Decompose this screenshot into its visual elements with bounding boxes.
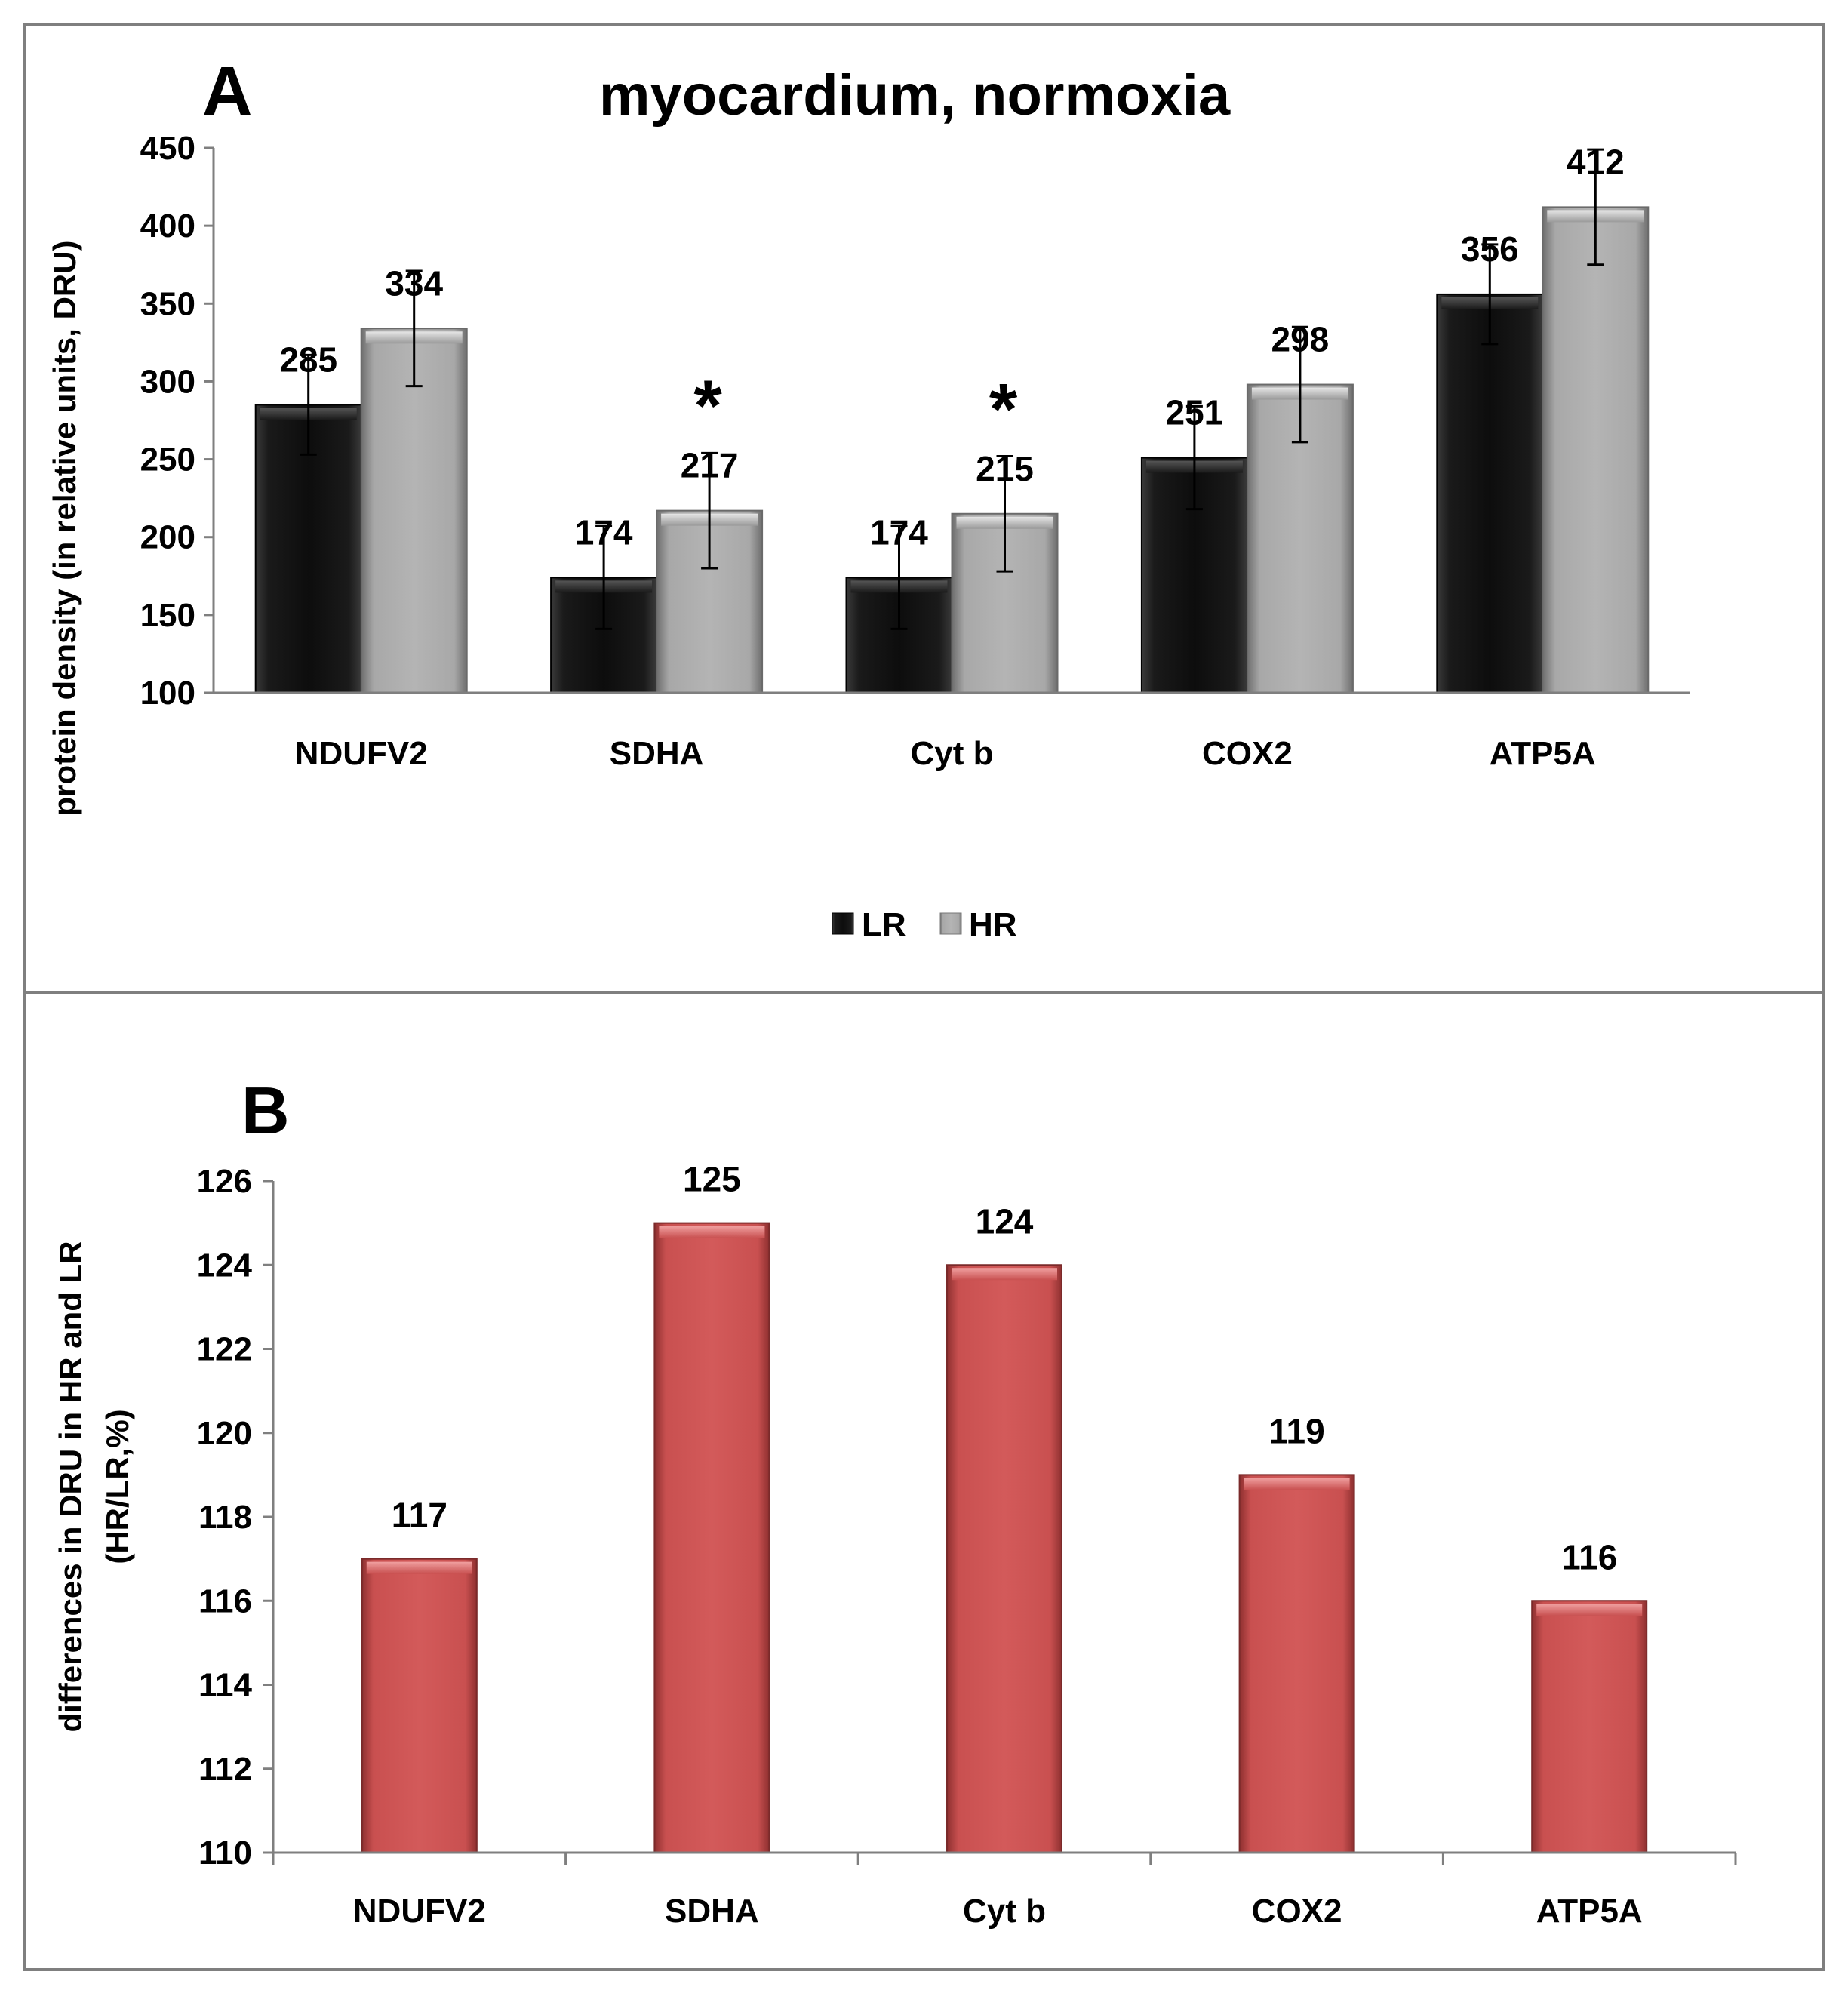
data-label: 215 (976, 449, 1034, 488)
data-label: 217 (681, 446, 739, 485)
panel-b-axes: NDUFV2 SDHA Cyt b COX2 ATP5A (272, 1181, 1737, 1930)
data-label: 124 (976, 1201, 1034, 1241)
x-tick-label: COX2 (1252, 1893, 1342, 1930)
x-tick-label: SDHA (665, 1893, 759, 1930)
bar-ratio-atp5a (1531, 1600, 1648, 1853)
y-tick-label: 120 (197, 1415, 252, 1452)
bar-hr-atp5a (1542, 206, 1650, 694)
bar-ratio-cox2 (1238, 1474, 1355, 1853)
bar-ratio-cyt-b-highlight (952, 1268, 1057, 1281)
data-label: 125 (683, 1160, 741, 1199)
panel-b-y-axis-label-line2: (HR/LR,%) (100, 1409, 135, 1564)
y-tick-label: 122 (197, 1331, 252, 1368)
data-label: 116 (1561, 1537, 1617, 1576)
panel-b-frame (23, 991, 1825, 1971)
panel-a-y-axis-label: protein density (in relative units, DRU) (47, 240, 82, 816)
data-label: 251 (1166, 393, 1224, 432)
y-tick-label: 100 (140, 675, 195, 712)
panel-b-letter: B (241, 1073, 290, 1148)
x-tick-label: SDHA (610, 735, 704, 772)
bar-ratio-sdha (653, 1222, 770, 1853)
x-tick-label: Cyt b (911, 735, 994, 772)
y-tick-label: 250 (140, 441, 195, 478)
panel-a-title: myocardium, normoxia (599, 63, 1231, 128)
legend-swatch-lr (832, 912, 854, 935)
bar-ratio-atp5a-highlight (1536, 1604, 1643, 1616)
data-label: 334 (385, 263, 443, 303)
x-tick-label: NDUFV2 (295, 735, 428, 772)
panel-a-y-ticks: 100 150 200 250 300 350 400 450 (140, 130, 214, 712)
y-tick-label: 114 (198, 1667, 253, 1704)
legend-label-hr: HR (969, 906, 1017, 943)
significance-marker: * (693, 366, 722, 447)
y-tick-label: 118 (198, 1499, 252, 1536)
data-label: 117 (392, 1496, 447, 1535)
bar-ratio-ndufv2-highlight (366, 1561, 472, 1574)
bar-hr-ndufv2 (360, 328, 468, 694)
y-tick-label: 200 (140, 519, 195, 556)
y-tick-label: 124 (197, 1247, 253, 1284)
y-tick-label: 110 (198, 1835, 252, 1872)
data-label: 412 (1567, 142, 1625, 181)
bar-ratio-ndufv2 (361, 1558, 478, 1853)
x-tick-label: ATP5A (1490, 735, 1596, 772)
bar-lr-atp5a (1436, 293, 1544, 694)
data-label: 119 (1268, 1411, 1324, 1450)
y-tick-label: 126 (197, 1163, 252, 1200)
y-tick-label: 116 (198, 1582, 252, 1619)
panel-b-y-ticks: 110 112 114 116 118 120 122 124 126 (197, 1163, 273, 1872)
y-tick-label: 112 (198, 1751, 252, 1788)
data-label: 174 (870, 512, 928, 552)
y-tick-label: 300 (140, 363, 195, 400)
x-tick-label: Cyt b (963, 1893, 1046, 1930)
panel-a-axes: NDUFV2 SDHA Cyt b COX2 ATP5A (212, 148, 1690, 772)
panel-a-legend: LR HR (832, 906, 1017, 943)
data-label: 356 (1461, 229, 1519, 269)
legend-label-lr: LR (862, 906, 906, 943)
bar-ratio-cox2-highlight (1244, 1478, 1350, 1490)
y-tick-label: 450 (140, 130, 195, 167)
data-label: 298 (1271, 320, 1330, 359)
data-label: 285 (279, 340, 337, 379)
panel-b-y-axis-label-line1: differences in DRU in HR and LR (53, 1241, 88, 1732)
panel-a-bars: 285 334 174 217 174 215 251 298 356 412 * * (254, 142, 1650, 694)
legend-swatch-hr (939, 912, 962, 935)
significance-marker: * (989, 369, 1018, 450)
y-tick-label: 400 (140, 208, 195, 245)
x-tick-label: NDUFV2 (353, 1893, 486, 1930)
y-tick-label: 350 (140, 285, 195, 322)
data-label: 174 (575, 512, 633, 552)
y-tick-label: 150 (140, 597, 195, 634)
panel-b-bars: 117 125 124 119 116 (361, 1160, 1648, 1853)
x-tick-label: COX2 (1202, 735, 1293, 772)
panel-a-letter: A (202, 53, 252, 130)
x-tick-label: ATP5A (1536, 1893, 1643, 1930)
bar-ratio-cyt-b (946, 1264, 1062, 1853)
bar-ratio-sdha-highlight (659, 1226, 765, 1238)
